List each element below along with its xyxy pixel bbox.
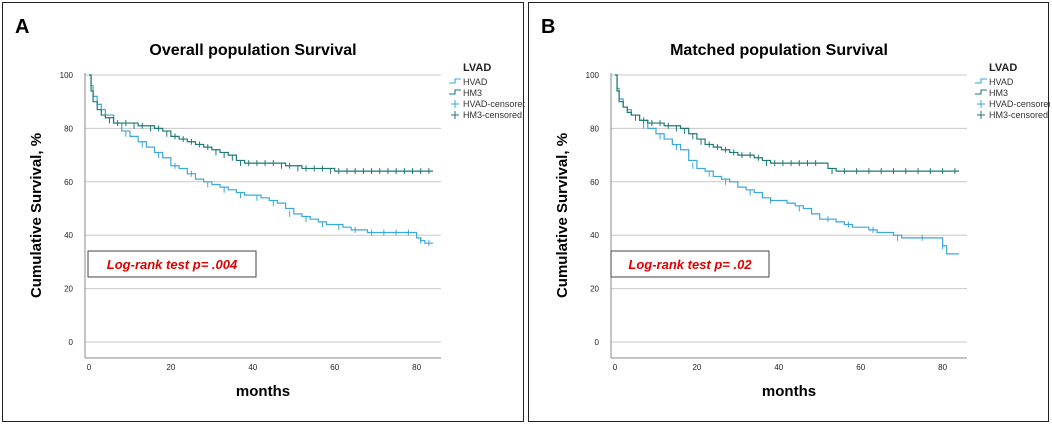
chart-a-xtick-label: 40 xyxy=(248,363,257,372)
chart-a-ytick-label: 100 xyxy=(60,71,74,80)
chart-a-ytick-label: 0 xyxy=(69,338,74,347)
chart-b-ytick-label: 80 xyxy=(590,124,599,133)
chart-b-ytick-label: 100 xyxy=(586,71,600,80)
chart-a-legend-entry: HVAD-censored xyxy=(463,99,525,109)
chart-a-ytick-label: 20 xyxy=(64,285,73,294)
chart-b-legend-entry: HVAD xyxy=(989,77,1014,87)
chart-a-legend-entry: HM3 xyxy=(463,88,482,98)
panel-b: B Matched population Survival 0 20 40 60 80 100… xyxy=(528,2,1050,422)
chart-b-x-axis-label: months xyxy=(762,383,816,400)
chart-a-series-hvad-line xyxy=(89,74,433,244)
chart-b-xtick-label: 20 xyxy=(692,363,701,372)
chart-a-panel-letter: A xyxy=(15,16,29,38)
chart-b-legend-entry: HVAD-censored xyxy=(989,99,1050,109)
chart-a-legend-line-swatch xyxy=(449,89,461,95)
chart-b-xtick-label: 80 xyxy=(938,363,947,372)
chart-b-panel-letter: B xyxy=(541,16,555,38)
chart-a-ytick-label: 40 xyxy=(64,231,73,240)
chart-a-xtick-label: 80 xyxy=(412,363,421,372)
survival-chart-a: A Overall population Survival 0 20 40 60 80 100… xyxy=(15,16,525,400)
chart-b-title: Matched population Survival xyxy=(670,42,888,59)
chart-b-ytick-label: 60 xyxy=(590,178,599,187)
chart-a-logrank-box xyxy=(87,250,257,278)
chart-a-xtick-label: 20 xyxy=(166,363,175,372)
chart-a-series-hm3-line xyxy=(89,74,433,172)
chart-b-xtick-label: 0 xyxy=(613,363,618,372)
chart-a-xtick-label: 60 xyxy=(330,363,339,372)
chart-b-ytick-label: 40 xyxy=(590,231,599,240)
chart-b-legend-entry: HM3 xyxy=(989,88,1008,98)
chart-b-logrank-box xyxy=(610,250,770,278)
chart-b-legend-line-swatch xyxy=(975,89,987,95)
chart-a-xtick-label: 0 xyxy=(87,363,92,372)
chart-b-xtick-label: 40 xyxy=(774,363,783,372)
chart-b-series-hm3-line xyxy=(615,74,959,172)
chart-a-ytick-label: 60 xyxy=(64,178,73,187)
chart-b-legend-entry: HM3-censored xyxy=(989,110,1048,120)
chart-a-legend-title: LVAD xyxy=(463,62,491,74)
chart-a-y-axis-label: Cumulative Survival, % xyxy=(28,133,45,298)
chart-b-ytick-label: 20 xyxy=(590,285,599,294)
chart-a-ytick-label: 80 xyxy=(64,124,73,133)
chart-a-legend-entry: HM3-censored xyxy=(463,110,522,120)
chart-b-ytick-label: 0 xyxy=(595,338,600,347)
chart-b-legend-title: LVAD xyxy=(989,62,1017,74)
chart-b-legend-line-swatch xyxy=(975,78,987,84)
chart-b-series-hvad-line xyxy=(615,74,959,255)
chart-a-x-axis-label: months xyxy=(236,383,290,400)
chart-a-title: Overall population Survival xyxy=(149,42,356,59)
chart-a-legend-line-swatch xyxy=(449,78,461,84)
chart-b-xtick-label: 60 xyxy=(856,363,865,372)
chart-a-logrank-annotation: Log-rank test p= .004 xyxy=(107,257,238,272)
chart-b-y-axis-label: Cumulative Survival, % xyxy=(554,133,571,298)
chart-b-logrank-annotation: Log-rank test p= .02 xyxy=(628,257,752,272)
chart-a-legend-entry: HVAD xyxy=(463,77,488,87)
survival-chart-b: B Matched population Survival 0 20 40 60 80 100… xyxy=(541,16,1050,400)
panel-a: A Overall population Survival 0 20 40 60 80 100… xyxy=(2,2,525,422)
